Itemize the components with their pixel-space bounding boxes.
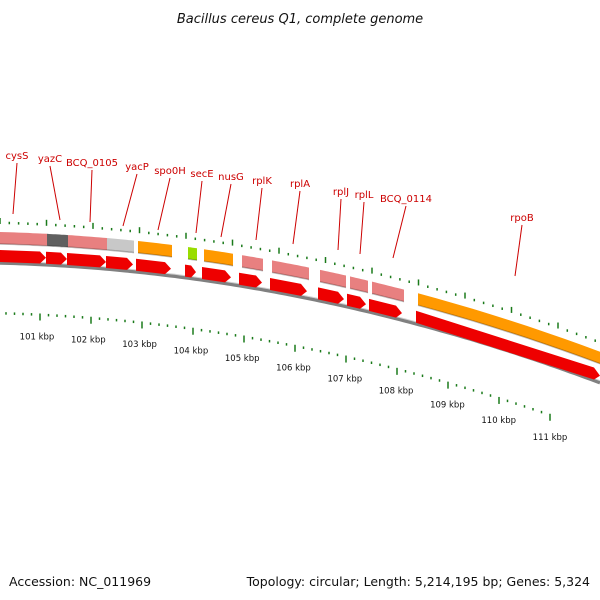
topology-text: Topology: circular; Length: 5,214,195 bp… (246, 574, 590, 589)
label-leader-lines (12, 162, 523, 277)
kbp-label: 104 kbp (174, 346, 209, 356)
leader-line-nusG (220, 183, 232, 238)
gene-block-rplL-edge (349, 287, 369, 294)
cds-arrow-yacP (106, 256, 133, 270)
gene-label-rpoB: rpoB (510, 213, 534, 224)
cds-arrow-secE (185, 264, 196, 278)
gene-label-nusG: nusG (218, 172, 244, 183)
cds-arrow-BCQ_0105 (67, 253, 106, 268)
gene-label-BCQ_0105: BCQ_0105 (66, 158, 118, 169)
gene-block-rplK-edge (241, 266, 264, 272)
leader-line-cysS (12, 162, 18, 215)
gene-label-BCQ_0114: BCQ_0114 (380, 194, 432, 205)
gene-block-nusG-edge (203, 260, 234, 267)
kbp-label: 111 kbp (533, 433, 568, 443)
gene-label-secE: secE (190, 169, 213, 180)
gene-block-rplL (350, 276, 368, 293)
gene-block-rpoB (418, 293, 600, 364)
gene-block-cysS (0, 232, 47, 246)
cds-arrow-rplJ (318, 287, 344, 304)
cds-arrow-rpoB (416, 310, 600, 380)
leader-line-rplK (255, 187, 263, 241)
map-title: Bacillus cereus Q1, complete genome (177, 12, 423, 27)
leader-line-secE (195, 180, 203, 234)
gene-block-rplJ (320, 269, 346, 288)
gene-label-rplJ: rplJ (333, 187, 349, 198)
kbp-label: 108 kbp (379, 387, 414, 397)
kbp-label: 103 kbp (122, 340, 157, 350)
gene-label-rplA: rplA (290, 179, 310, 190)
cds-arrow-spo0H (136, 258, 171, 275)
outer-tick-track (0, 218, 596, 342)
cds-arrow-rplA (270, 278, 307, 296)
gene-block-rplA (272, 260, 309, 280)
cds-arrow-cysS (0, 250, 46, 264)
gene-block-yazC (47, 233, 68, 248)
gene-block-rplK (242, 255, 263, 271)
cds-arrow-yazC (46, 251, 67, 265)
kbp-label: 105 kbp (225, 354, 260, 364)
gene-label-rplK: rplK (252, 176, 272, 187)
leader-line-BCQ_0114 (392, 205, 407, 259)
leader-line-spo0H (157, 177, 171, 231)
leader-line-rplJ (337, 198, 342, 251)
accession-text: Accession: NC_011969 (9, 574, 151, 589)
leader-line-yacP (122, 173, 138, 227)
leader-line-rplL (359, 201, 365, 255)
kbp-label: 107 kbp (327, 374, 362, 384)
cds-arrow-rplK (239, 272, 262, 288)
gene-block-rpoB-edge (417, 304, 600, 365)
gene-label-rplL: rplL (355, 190, 374, 201)
feature-tracks (0, 232, 600, 380)
kbp-label: 101 kbp (20, 332, 55, 342)
gene-label-yacP: yacP (125, 162, 149, 173)
cds-arrow-rplL (347, 293, 366, 309)
gene-block-rplJ-edge (319, 281, 347, 289)
leader-line-BCQ_0105 (89, 169, 93, 223)
gene-block-nusG (204, 249, 233, 266)
cds-arrow-nusG (202, 267, 231, 283)
leader-line-rplA (292, 190, 301, 245)
leader-line-rpoB (514, 224, 523, 277)
gene-block-BCQ_0105 (68, 235, 107, 250)
gene-labels: cysS yazC BCQ_0105 yacP spo0H secE nusG rplK rpl… (6, 151, 534, 224)
gene-label-cysS: cysS (6, 151, 29, 162)
gene-block-BCQ_0105-edge (67, 246, 108, 251)
gene-block-secE-edge (187, 258, 198, 262)
kbp-label: 110 kbp (481, 416, 516, 426)
gene-block-spo0H (138, 241, 172, 257)
gene-label-spo0H: spo0H (154, 166, 186, 177)
gene-block-rplA-edge (271, 271, 310, 281)
leader-line-yazC (49, 165, 61, 221)
gene-block-spo0H-edge (137, 252, 173, 258)
kbp-label: 106 kbp (276, 363, 311, 373)
kbp-scale-track (5, 312, 551, 421)
gene-block-yacP (107, 238, 134, 253)
kbp-label: 102 kbp (71, 336, 106, 346)
gene-block-yazC-edge (46, 245, 69, 248)
gene-block-BCQ_0114 (372, 281, 404, 302)
cds-arrow-BCQ_0114 (369, 298, 402, 318)
kbp-label: 109 kbp (430, 400, 465, 410)
kbp-labels: 101 kbp 102 kbp 103 kbp 104 kbp 105 kbp 106 k… (20, 332, 568, 442)
gene-label-yazC: yazC (38, 154, 62, 165)
gene-block-cysS-edge (0, 243, 48, 247)
gene-block-BCQ_0114-edge (371, 292, 405, 303)
gene-block-secE (188, 247, 197, 261)
gene-block-yacP-edge (106, 249, 135, 254)
